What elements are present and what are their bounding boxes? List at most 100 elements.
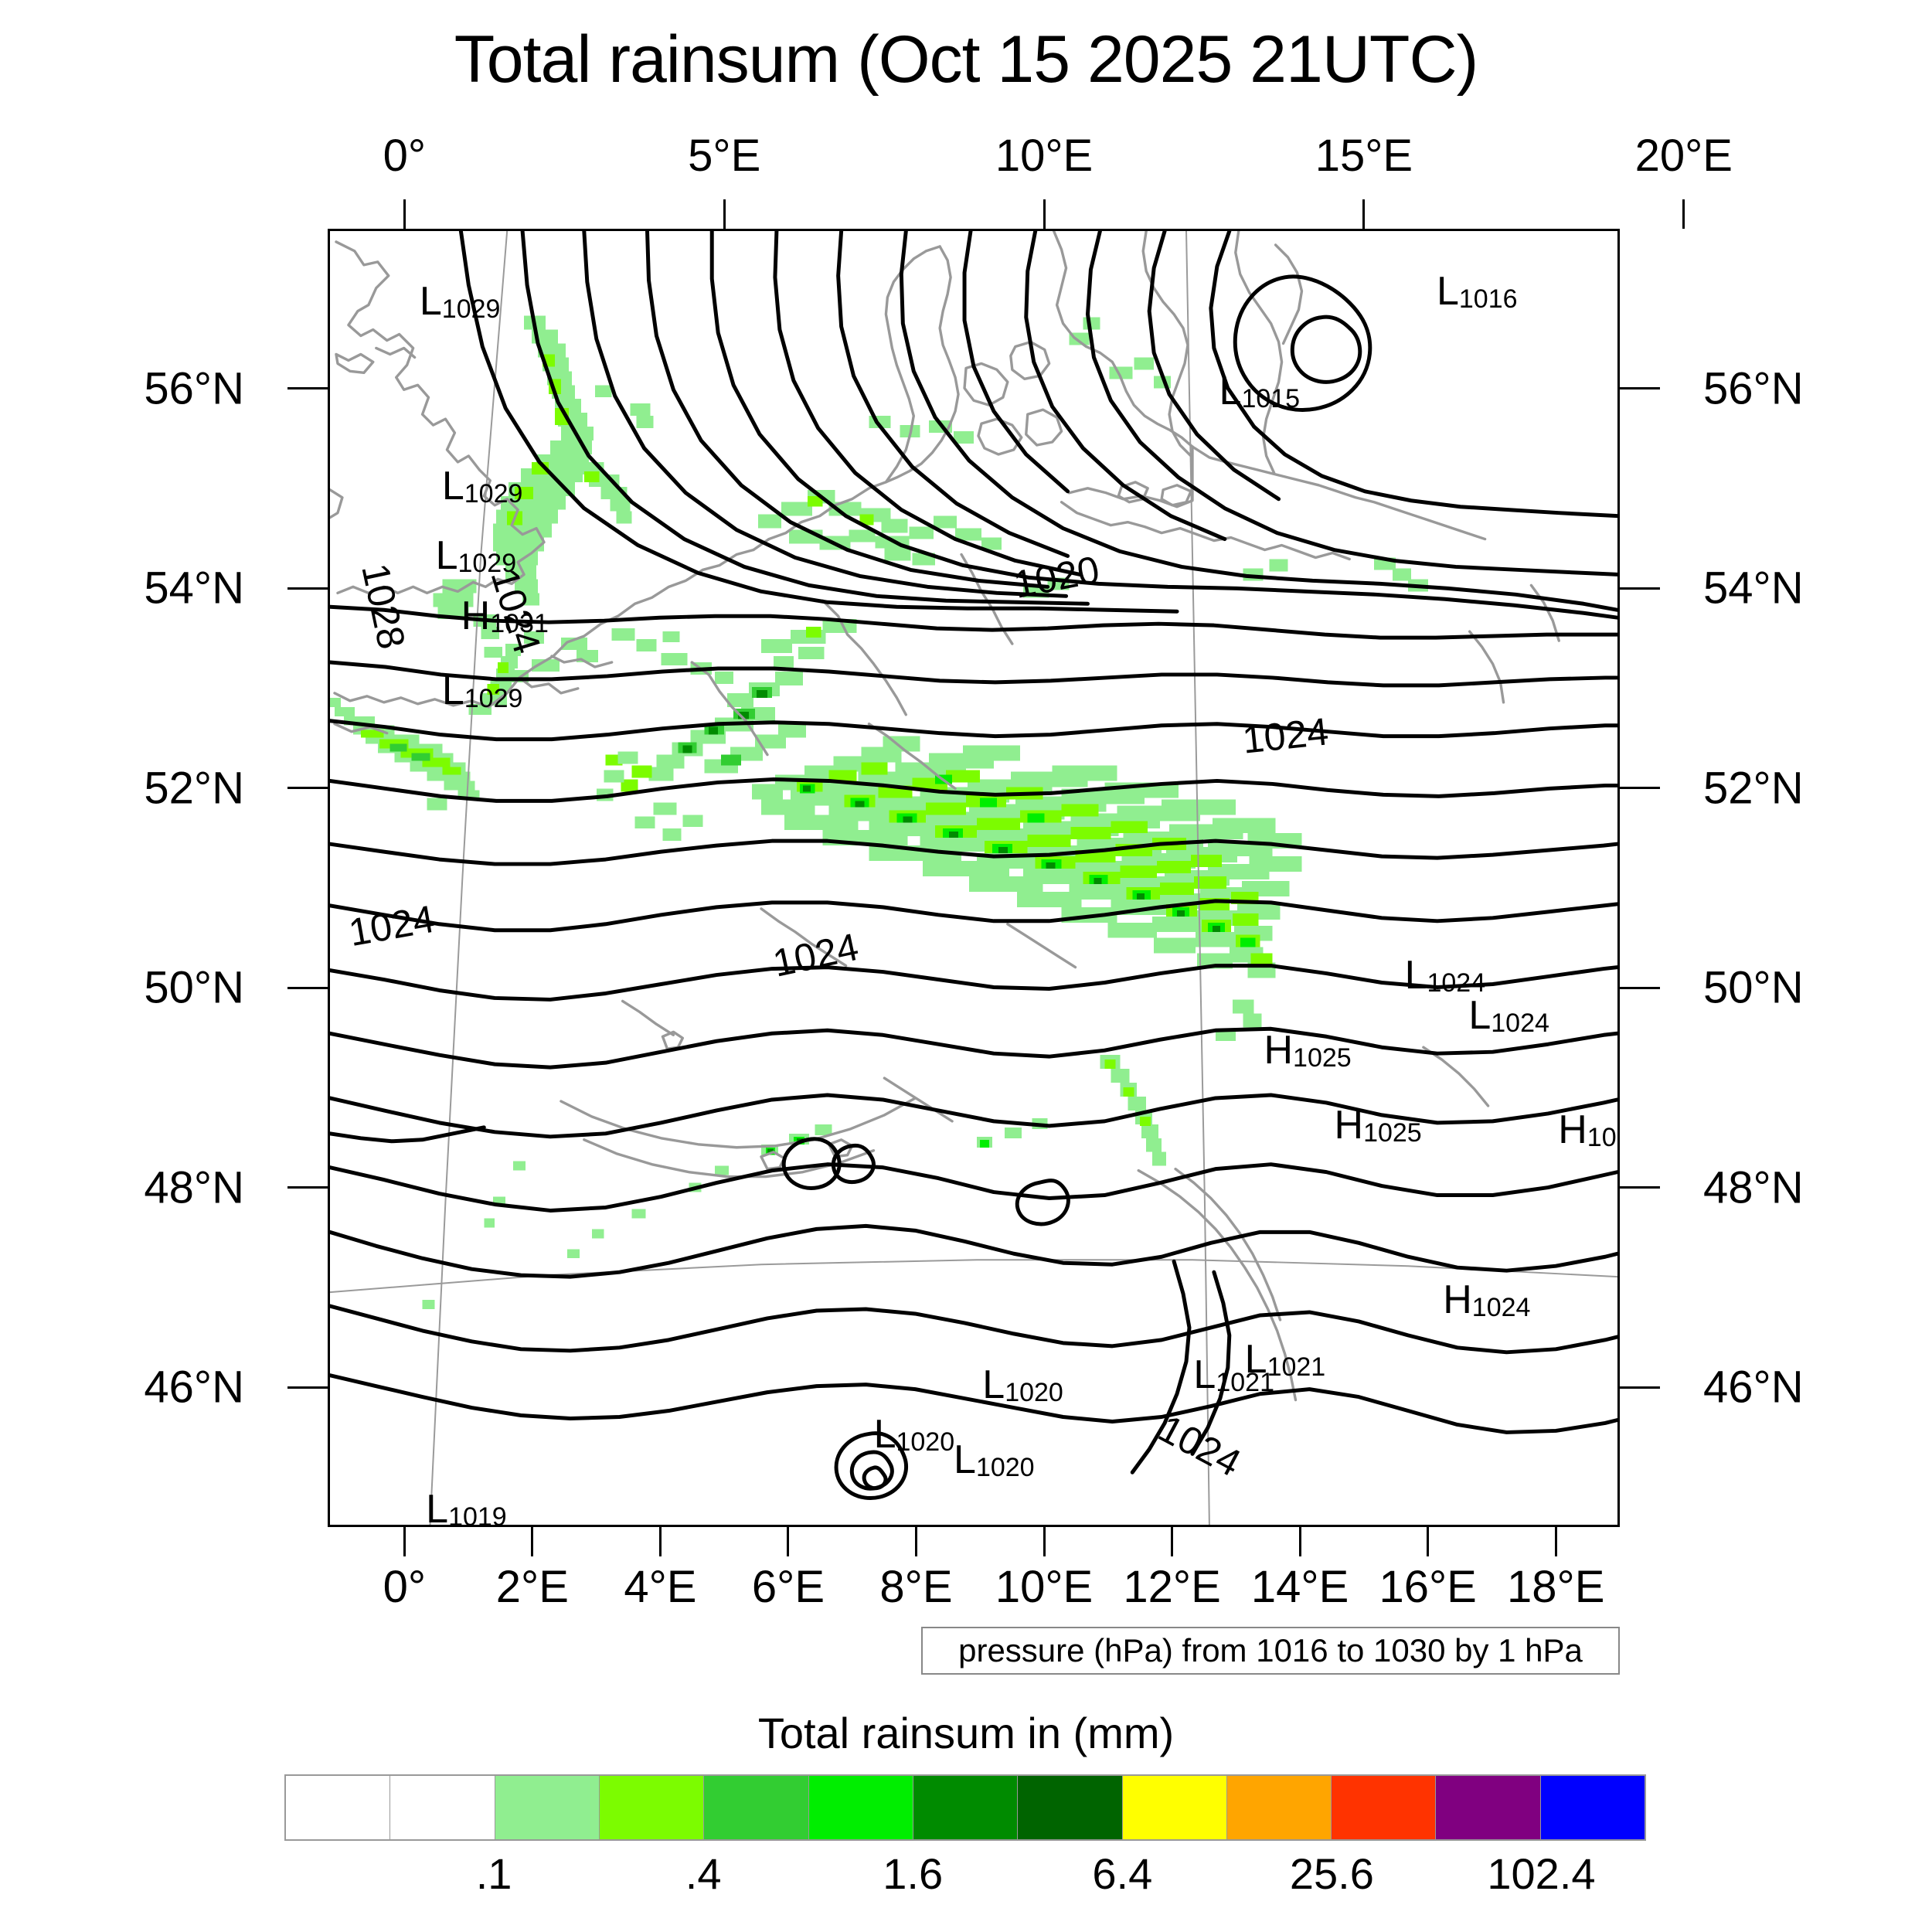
pressure-center-type: L xyxy=(1468,992,1492,1038)
colorbar-cell-3[interactable] xyxy=(598,1776,704,1839)
top-axis-label-2: 10°E xyxy=(995,131,1094,181)
left-axis-label-0: 56°N xyxy=(144,363,244,414)
pressure-center-value: 1029 xyxy=(464,683,523,713)
bottom-axis-tick-5 xyxy=(1043,1527,1046,1556)
colorbar-cell-8[interactable] xyxy=(1121,1776,1226,1839)
pressure-center-value: 1024 xyxy=(1471,1292,1531,1322)
pressure-center-type: L xyxy=(1436,268,1459,314)
colorbar-tick-0: .1 xyxy=(475,1849,512,1898)
pressure-center-type: H xyxy=(1558,1107,1587,1153)
left-axis-tick-0 xyxy=(287,387,328,390)
colorbar-cell-4[interactable] xyxy=(703,1776,808,1839)
pressure-center-value: 1016 xyxy=(1458,284,1518,314)
pressure-center-l-6: L1016 xyxy=(1437,271,1518,312)
contour-label-1024-e: 1024 xyxy=(1240,709,1331,762)
pressure-center-type: H xyxy=(1264,1027,1294,1073)
left-axis-tick-1 xyxy=(287,587,328,590)
colorbar-cell-5[interactable] xyxy=(808,1776,913,1839)
colorbar-cell-0[interactable] xyxy=(286,1776,390,1839)
right-axis-label-4: 48°N xyxy=(1703,1162,1804,1213)
pressure-note: pressure (hPa) from 1016 to 1030 by 1 hP… xyxy=(921,1627,1620,1675)
right-axis-tick-5 xyxy=(1620,1386,1660,1389)
right-axis-tick-0 xyxy=(1620,387,1660,390)
colorbar-tick-5: 102.4 xyxy=(1487,1849,1596,1898)
pressure-center-type: L xyxy=(1193,1352,1216,1397)
right-axis-label-2: 52°N xyxy=(1703,763,1804,814)
top-axis-tick-2 xyxy=(1043,199,1046,229)
right-axis-label-1: 54°N xyxy=(1703,563,1804,614)
left-axis-label-3: 50°N xyxy=(144,962,244,1013)
pressure-center-value: 1015 xyxy=(1241,383,1301,413)
page-title: Total rainsum (Oct 15 2025 21UTC) xyxy=(454,22,1478,97)
colorbar-cell-9[interactable] xyxy=(1226,1776,1332,1839)
pressure-center-value: 1029 xyxy=(457,549,517,579)
colorbar-cell-12[interactable] xyxy=(1539,1776,1645,1839)
right-axis-label-0: 56°N xyxy=(1703,363,1804,414)
left-axis-label-5: 46°N xyxy=(144,1362,244,1413)
top-axis-tick-1 xyxy=(723,199,726,229)
pressure-center-value: 1019 xyxy=(448,1502,507,1527)
pressure-center-l-17: L1020 xyxy=(954,1440,1035,1481)
left-axis-tick-4 xyxy=(287,1186,328,1189)
weather-map[interactable]: 1028 1024 1020 1024 1024 1024 1024 L1029… xyxy=(328,229,1620,1527)
colorbar-cell-6[interactable] xyxy=(912,1776,1018,1839)
bottom-axis-tick-9 xyxy=(1554,1527,1557,1556)
colorbar-cell-10[interactable] xyxy=(1331,1776,1436,1839)
pressure-center-type: H xyxy=(1443,1277,1472,1322)
bottom-axis-label-8: 16°E xyxy=(1379,1562,1477,1612)
pressure-center-l-1: L1029 xyxy=(442,466,523,507)
bottom-axis-tick-8 xyxy=(1427,1527,1430,1556)
top-axis-label-4: 20°E xyxy=(1634,131,1733,181)
pressure-center-l-13: L1021 xyxy=(1193,1355,1274,1396)
pressure-center-value: 1031 xyxy=(490,608,549,638)
pressure-center-value: 1025.0 xyxy=(1587,1123,1617,1153)
bottom-axis-label-2: 4°E xyxy=(624,1562,697,1612)
colorbar-tick-labels: .1 .4 1.6 6.4 25.6 102.4 xyxy=(284,1849,1646,1910)
pressure-center-value: 1025 xyxy=(1293,1043,1352,1073)
pressure-center-l-2: L1029 xyxy=(436,536,517,577)
pressure-center-l-5: L1015 xyxy=(1219,371,1301,412)
pressure-center-type: H xyxy=(1334,1102,1364,1148)
top-axis-tick-3 xyxy=(1362,199,1366,229)
pressure-center-l-15: L1020 xyxy=(982,1365,1063,1406)
pressure-center-h-12: H1024 xyxy=(1443,1280,1530,1321)
pressure-center-value: 1029 xyxy=(441,294,501,324)
bottom-axis-tick-1 xyxy=(531,1527,534,1556)
left-axis-tick-2 xyxy=(287,787,328,790)
colorbar-cell-7[interactable] xyxy=(1017,1776,1122,1839)
bottom-axis-label-5: 10°E xyxy=(995,1562,1094,1612)
pressure-center-h-3: H1031 xyxy=(461,596,549,637)
left-axis-tick-5 xyxy=(287,1386,328,1389)
pressure-center-type: L xyxy=(1244,1337,1267,1383)
top-axis-tick-4 xyxy=(1682,199,1685,229)
right-axis-tick-2 xyxy=(1620,787,1660,790)
colorbar-cell-1[interactable] xyxy=(389,1776,495,1839)
pressure-center-type: L xyxy=(441,463,464,509)
pressure-center-value: 1029 xyxy=(464,478,523,509)
colorbar[interactable] xyxy=(284,1774,1646,1841)
colorbar-tick-4: 25.6 xyxy=(1289,1849,1374,1898)
right-axis-tick-3 xyxy=(1620,986,1660,989)
pressure-center-l-7: L1024 xyxy=(1405,955,1486,996)
pressure-center-value: 1020 xyxy=(896,1427,955,1458)
colorbar-cell-11[interactable] xyxy=(1435,1776,1540,1839)
pressure-center-type: L xyxy=(873,1412,896,1458)
pressure-center-l-4: L1029 xyxy=(442,671,523,712)
pressure-center-value: 1020 xyxy=(975,1452,1035,1482)
pressure-center-h-10: H1025 xyxy=(1335,1105,1422,1146)
bottom-axis-tick-6 xyxy=(1171,1527,1174,1556)
pressure-center-type: L xyxy=(954,1437,976,1482)
right-axis-tick-1 xyxy=(1620,587,1660,590)
pressure-center-type: L xyxy=(982,1362,1005,1407)
pressure-center-l-18: L1019 xyxy=(426,1489,507,1527)
right-axis-label-3: 50°N xyxy=(1703,962,1804,1013)
pressure-center-value: 1021 xyxy=(1267,1352,1326,1383)
right-axis-tick-4 xyxy=(1620,1186,1660,1189)
pressure-center-type: L xyxy=(419,278,442,324)
bottom-axis-label-6: 12°E xyxy=(1123,1562,1221,1612)
pressure-center-type: L xyxy=(1404,952,1427,998)
pressure-center-value: 1021 xyxy=(1216,1367,1274,1397)
left-axis-label-4: 48°N xyxy=(144,1162,244,1213)
colorbar-cell-2[interactable] xyxy=(494,1776,599,1839)
colorbar-tick-3: 6.4 xyxy=(1092,1849,1153,1898)
